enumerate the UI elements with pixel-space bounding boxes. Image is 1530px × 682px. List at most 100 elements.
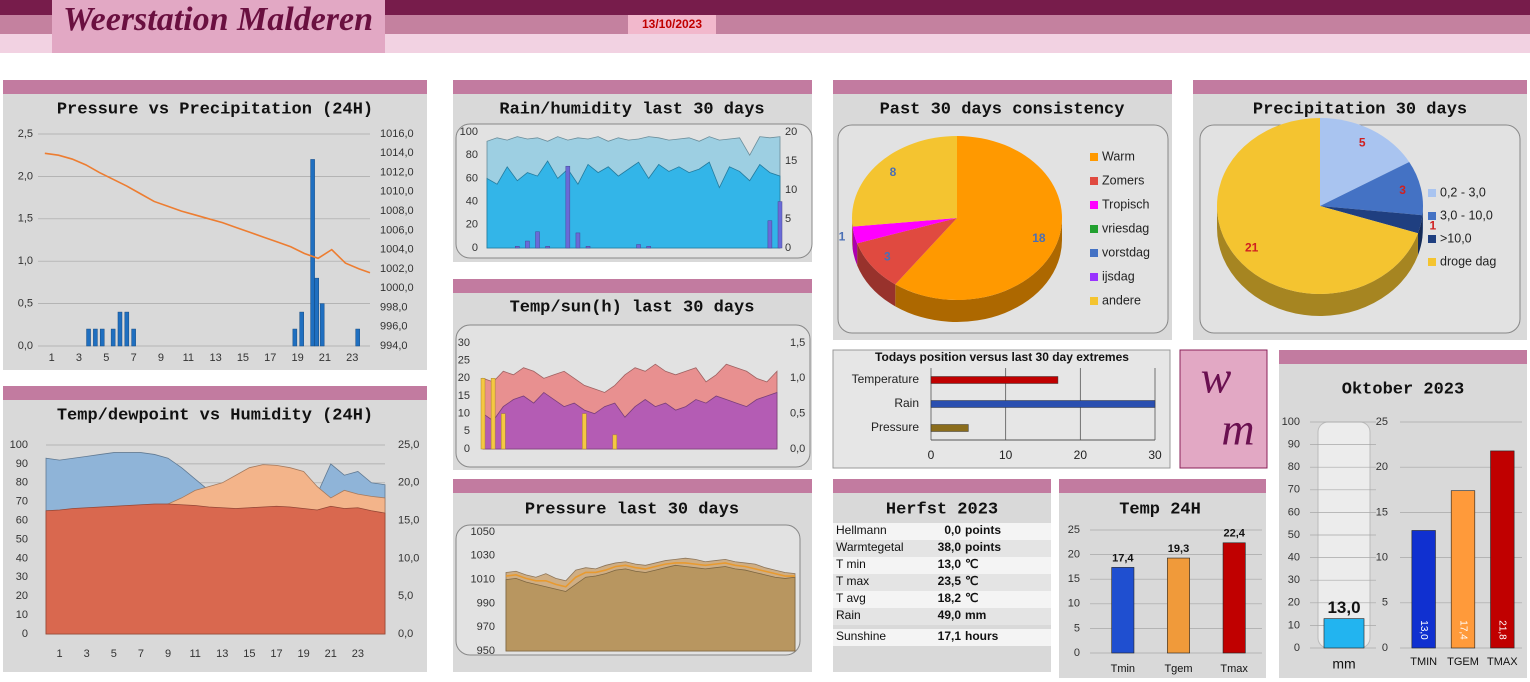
x-tick-label: 19 <box>298 648 310 660</box>
legend-swatch <box>1428 212 1436 220</box>
data-label: 18 <box>1032 231 1046 245</box>
table-cell: 13,0 <box>938 557 962 571</box>
legend-label: Warm <box>1102 149 1135 163</box>
x-tick-label: 9 <box>165 648 171 660</box>
panel-header <box>453 479 812 493</box>
table-cell: 23,5 <box>938 574 962 588</box>
y-tick-label: 0 <box>1074 647 1080 659</box>
table-cell: Warmtegetal <box>836 540 904 554</box>
y-tick-label: 15 <box>785 155 797 167</box>
bar <box>515 246 520 249</box>
data-label: 13,0 <box>1418 620 1429 640</box>
x-tick-label: 10 <box>999 448 1013 462</box>
x-tick-label: 17 <box>270 648 282 660</box>
pie-side <box>1417 215 1423 256</box>
table-cell: Sunshine <box>836 629 886 643</box>
panel-header <box>1193 80 1527 94</box>
table-cell: mm <box>965 608 986 622</box>
y-tick-label: 996,0 <box>380 321 408 333</box>
table-cell: Rain <box>836 608 861 622</box>
data-label: 3 <box>1399 183 1406 197</box>
y-tick-label: 60 <box>1288 506 1300 518</box>
y-tick-label: 10 <box>1068 598 1080 610</box>
y-tick-label: 30 <box>1288 574 1300 586</box>
y-tick-label: 20 <box>16 590 28 602</box>
x-tick-label: 1 <box>49 352 55 364</box>
y-tick-label: 60 <box>466 172 478 184</box>
y-tick-label: 25 <box>458 355 470 367</box>
y-tick-label: 15 <box>458 390 470 402</box>
bar <box>777 201 783 249</box>
category-label: mm <box>1332 656 1355 672</box>
panel <box>832 349 1171 469</box>
y-tick-label: 20 <box>1288 597 1300 609</box>
x-tick-label: 23 <box>346 352 358 364</box>
y-tick-label: 90 <box>16 458 28 470</box>
data-label: 1 <box>839 229 846 243</box>
y-tick-label: 1006,0 <box>380 224 414 236</box>
panel <box>3 80 427 370</box>
data-label: 1 <box>1429 219 1436 233</box>
table-row <box>833 540 1051 557</box>
category-label: Tgem <box>1164 663 1192 675</box>
y-tick-label: 15 <box>1376 506 1388 518</box>
date: 13/10/2023 <box>642 17 702 31</box>
y-tick-label: 100 <box>10 439 28 451</box>
y-tick-label: 10 <box>1376 552 1388 564</box>
area <box>505 564 796 652</box>
data-label: 21,8 <box>1497 620 1508 640</box>
panel-header <box>453 279 812 293</box>
pie-side <box>1422 206 1423 238</box>
legend-label: 3,0 - 10,0 <box>1440 208 1493 222</box>
table-row <box>833 608 1051 625</box>
category-label: Tmin <box>1111 663 1135 675</box>
y-tick-label: 100 <box>460 126 478 138</box>
table-cell: T min <box>836 557 866 571</box>
bar <box>110 328 116 347</box>
y-tick-label: 1010,0 <box>380 186 414 198</box>
line <box>44 152 371 274</box>
data-label: 17,4 <box>1457 620 1468 640</box>
x-tick-label: 20 <box>1074 448 1088 462</box>
y-tick-label: 70 <box>1288 484 1300 496</box>
bar <box>525 240 530 249</box>
line <box>505 562 795 588</box>
panel-header <box>1279 350 1527 364</box>
y-tick-label: 10 <box>785 184 797 196</box>
legend-label: vriesdag <box>1102 221 1149 235</box>
chart-title: Temp/sun(h) last 30 days <box>510 298 755 317</box>
bar <box>1111 567 1135 654</box>
pie-slice <box>1320 118 1410 206</box>
y-tick-label: 0,0 <box>790 443 805 455</box>
table-row <box>833 591 1051 608</box>
y-tick-label: 30 <box>458 337 470 349</box>
y-tick-label: 30 <box>16 571 28 583</box>
x-tick-label: 13 <box>209 352 221 364</box>
table-cell: 49,0 <box>938 608 962 622</box>
y-tick-label: 40 <box>1288 552 1300 564</box>
legend-swatch <box>1090 273 1098 281</box>
data-label: 8 <box>890 165 897 179</box>
pie-slice <box>1217 118 1418 294</box>
table-cell: points <box>965 540 1001 554</box>
bar <box>930 376 1059 384</box>
pie-slice <box>857 218 957 285</box>
logo-letter: m <box>1221 404 1254 455</box>
bar <box>86 328 91 347</box>
legend-swatch <box>1428 235 1436 243</box>
table-cell: Hellmann <box>836 523 887 537</box>
legend-label: Zomers <box>1102 173 1144 187</box>
y-tick-label: 2,0 <box>18 170 33 182</box>
x-tick-label: 23 <box>352 648 364 660</box>
y-tick-label: 0 <box>1294 642 1300 654</box>
date-box <box>628 15 716 34</box>
y-tick-label: 5 <box>785 213 791 225</box>
area <box>482 391 778 450</box>
y-tick-label: 0,0 <box>18 340 33 352</box>
y-tick-label: 60 <box>16 515 28 527</box>
bar <box>93 328 98 347</box>
x-tick-label: 3 <box>84 648 90 660</box>
x-tick-label: 21 <box>325 648 337 660</box>
panel-header <box>1059 479 1266 493</box>
